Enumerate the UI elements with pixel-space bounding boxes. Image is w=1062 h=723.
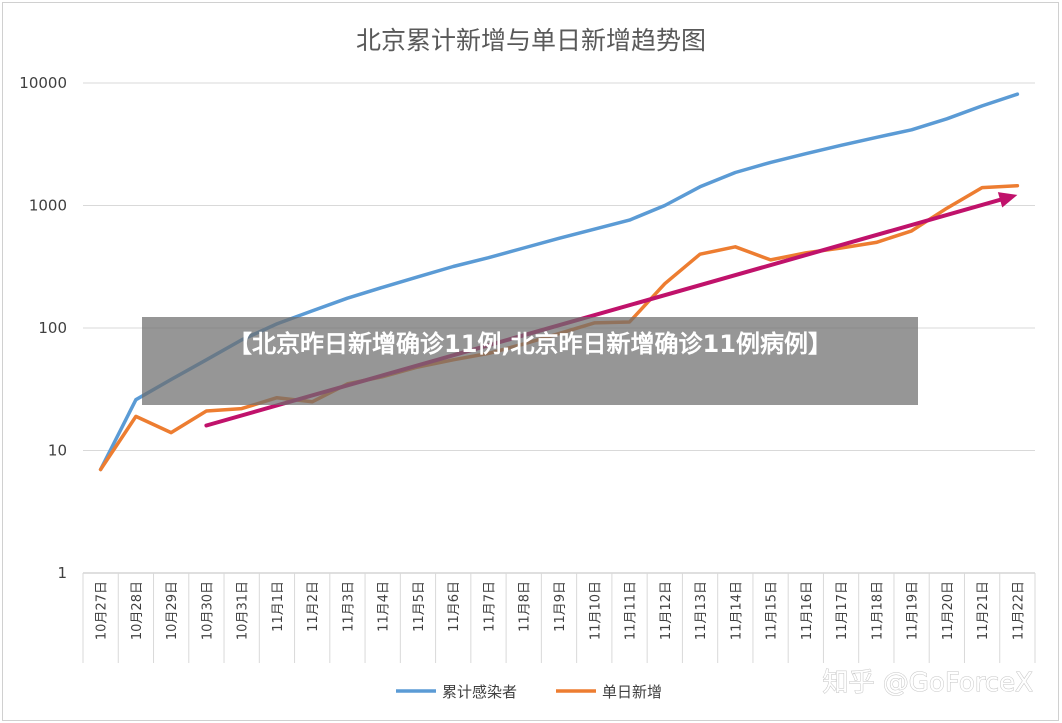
x-tick-label: 11月20日: [941, 581, 956, 640]
x-tick-label: 11月7日: [482, 581, 497, 632]
x-tick-label: 11月18日: [870, 581, 885, 640]
chart-title: 北京累计新增与单日新增趋势图: [356, 26, 706, 55]
x-tick-label: 11月9日: [553, 581, 568, 632]
x-tick-label: 11月8日: [518, 581, 533, 632]
series-line-1: [98, 92, 1020, 472]
x-tick-label: 11月10日: [588, 581, 603, 640]
x-tick-label: 11月4日: [377, 581, 392, 632]
headline-banner: 【北京昨日新增确诊11例,北京昨日新增确诊11例病例】: [142, 317, 918, 405]
x-tick-label: 11月11日: [624, 581, 639, 640]
watermark-text: 知乎 @GoForceX: [823, 668, 1033, 698]
x-tick-label: 11月2日: [306, 581, 321, 632]
y-tick-label: 1: [57, 564, 67, 582]
x-tick-label: 11月14日: [729, 581, 744, 640]
x-tick-label: 11月1日: [271, 581, 286, 632]
x-tick-label: 10月29日: [165, 581, 180, 640]
trend-arrow-head: [997, 192, 1018, 208]
legend-label-2: 单日新增: [602, 683, 662, 701]
x-axis: [82, 572, 1036, 663]
x-tick-label: 11月19日: [906, 581, 921, 640]
x-tick-label: 11月16日: [800, 581, 815, 640]
x-tick-label: 10月28日: [130, 581, 145, 640]
y-tick-label: 10000: [19, 74, 67, 92]
x-tick-label: 11月17日: [835, 581, 850, 640]
legend-label-1: 累计感染者: [442, 683, 517, 701]
x-tick-label: 10月30日: [200, 581, 215, 640]
x-tick-label: 11月15日: [765, 581, 780, 640]
x-tick-label: 11月22日: [1011, 581, 1026, 640]
x-tick-label: 11月21日: [976, 581, 991, 640]
y-tick-label: 10: [48, 442, 67, 460]
x-tick-label: 11月5日: [412, 581, 427, 632]
x-tick-label: 11月12日: [659, 581, 674, 640]
y-axis-tick-labels: 1 10 100 1000 10000: [19, 74, 67, 582]
x-tick-label: 10月31日: [236, 581, 251, 640]
y-tick-label: 100: [38, 319, 67, 337]
x-tick-label: 11月6日: [447, 581, 462, 632]
x-tick-label: 11月13日: [694, 581, 709, 640]
legend[interactable]: 累计感染者 单日新增: [396, 683, 662, 701]
x-axis-tick-labels: 10月27日 10月28日 10月29日 10月30日 10月31日 11月1日 11月2日…: [95, 581, 1027, 640]
x-tick-label: 11月3日: [341, 581, 356, 632]
y-tick-label: 1000: [29, 197, 67, 215]
x-tick-label: 10月27日: [95, 581, 110, 640]
series-lines: [98, 92, 1020, 472]
